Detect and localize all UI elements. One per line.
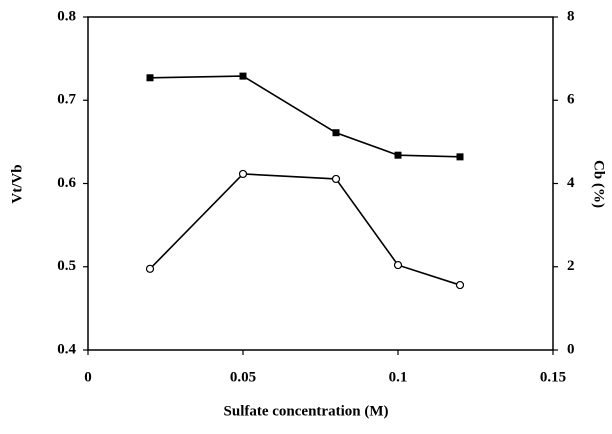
- x-tick-label: 0.15: [540, 369, 566, 385]
- plot-frame: [87, 16, 554, 351]
- x-tick-label: 0: [84, 369, 92, 385]
- y2-tick-label: 8: [567, 8, 575, 24]
- marker: [394, 151, 402, 159]
- y-tick-label: 0.6: [57, 175, 76, 191]
- y2-tick-label: 0: [567, 341, 575, 357]
- y-tick-label: 0.8: [57, 8, 76, 24]
- y2-tick-label: 6: [567, 92, 575, 108]
- marker: [331, 174, 341, 184]
- marker: [456, 153, 464, 161]
- marker: [332, 129, 340, 137]
- marker: [239, 72, 247, 80]
- x-axis-label: Sulfate concentration (M): [224, 403, 389, 419]
- marker: [145, 264, 155, 273]
- y-tick-label: 0.7: [57, 92, 76, 108]
- marker: [238, 169, 248, 179]
- y2-tick-label: 2: [567, 258, 575, 274]
- y2-axis-label: Cb (%): [591, 160, 607, 208]
- y-tick-label: 0.4: [57, 341, 76, 357]
- x-tick-label: 0.05: [230, 369, 256, 385]
- marker: [393, 260, 403, 270]
- series-line: [149, 75, 461, 158]
- y-axis-label: Vt/Vb: [9, 164, 25, 203]
- marker: [455, 280, 465, 290]
- y2-tick-label: 4: [567, 175, 575, 191]
- series-line: [149, 173, 461, 286]
- x-tick-label: 0.1: [389, 369, 408, 385]
- marker: [146, 74, 154, 82]
- y-tick-label: 0.5: [57, 258, 76, 274]
